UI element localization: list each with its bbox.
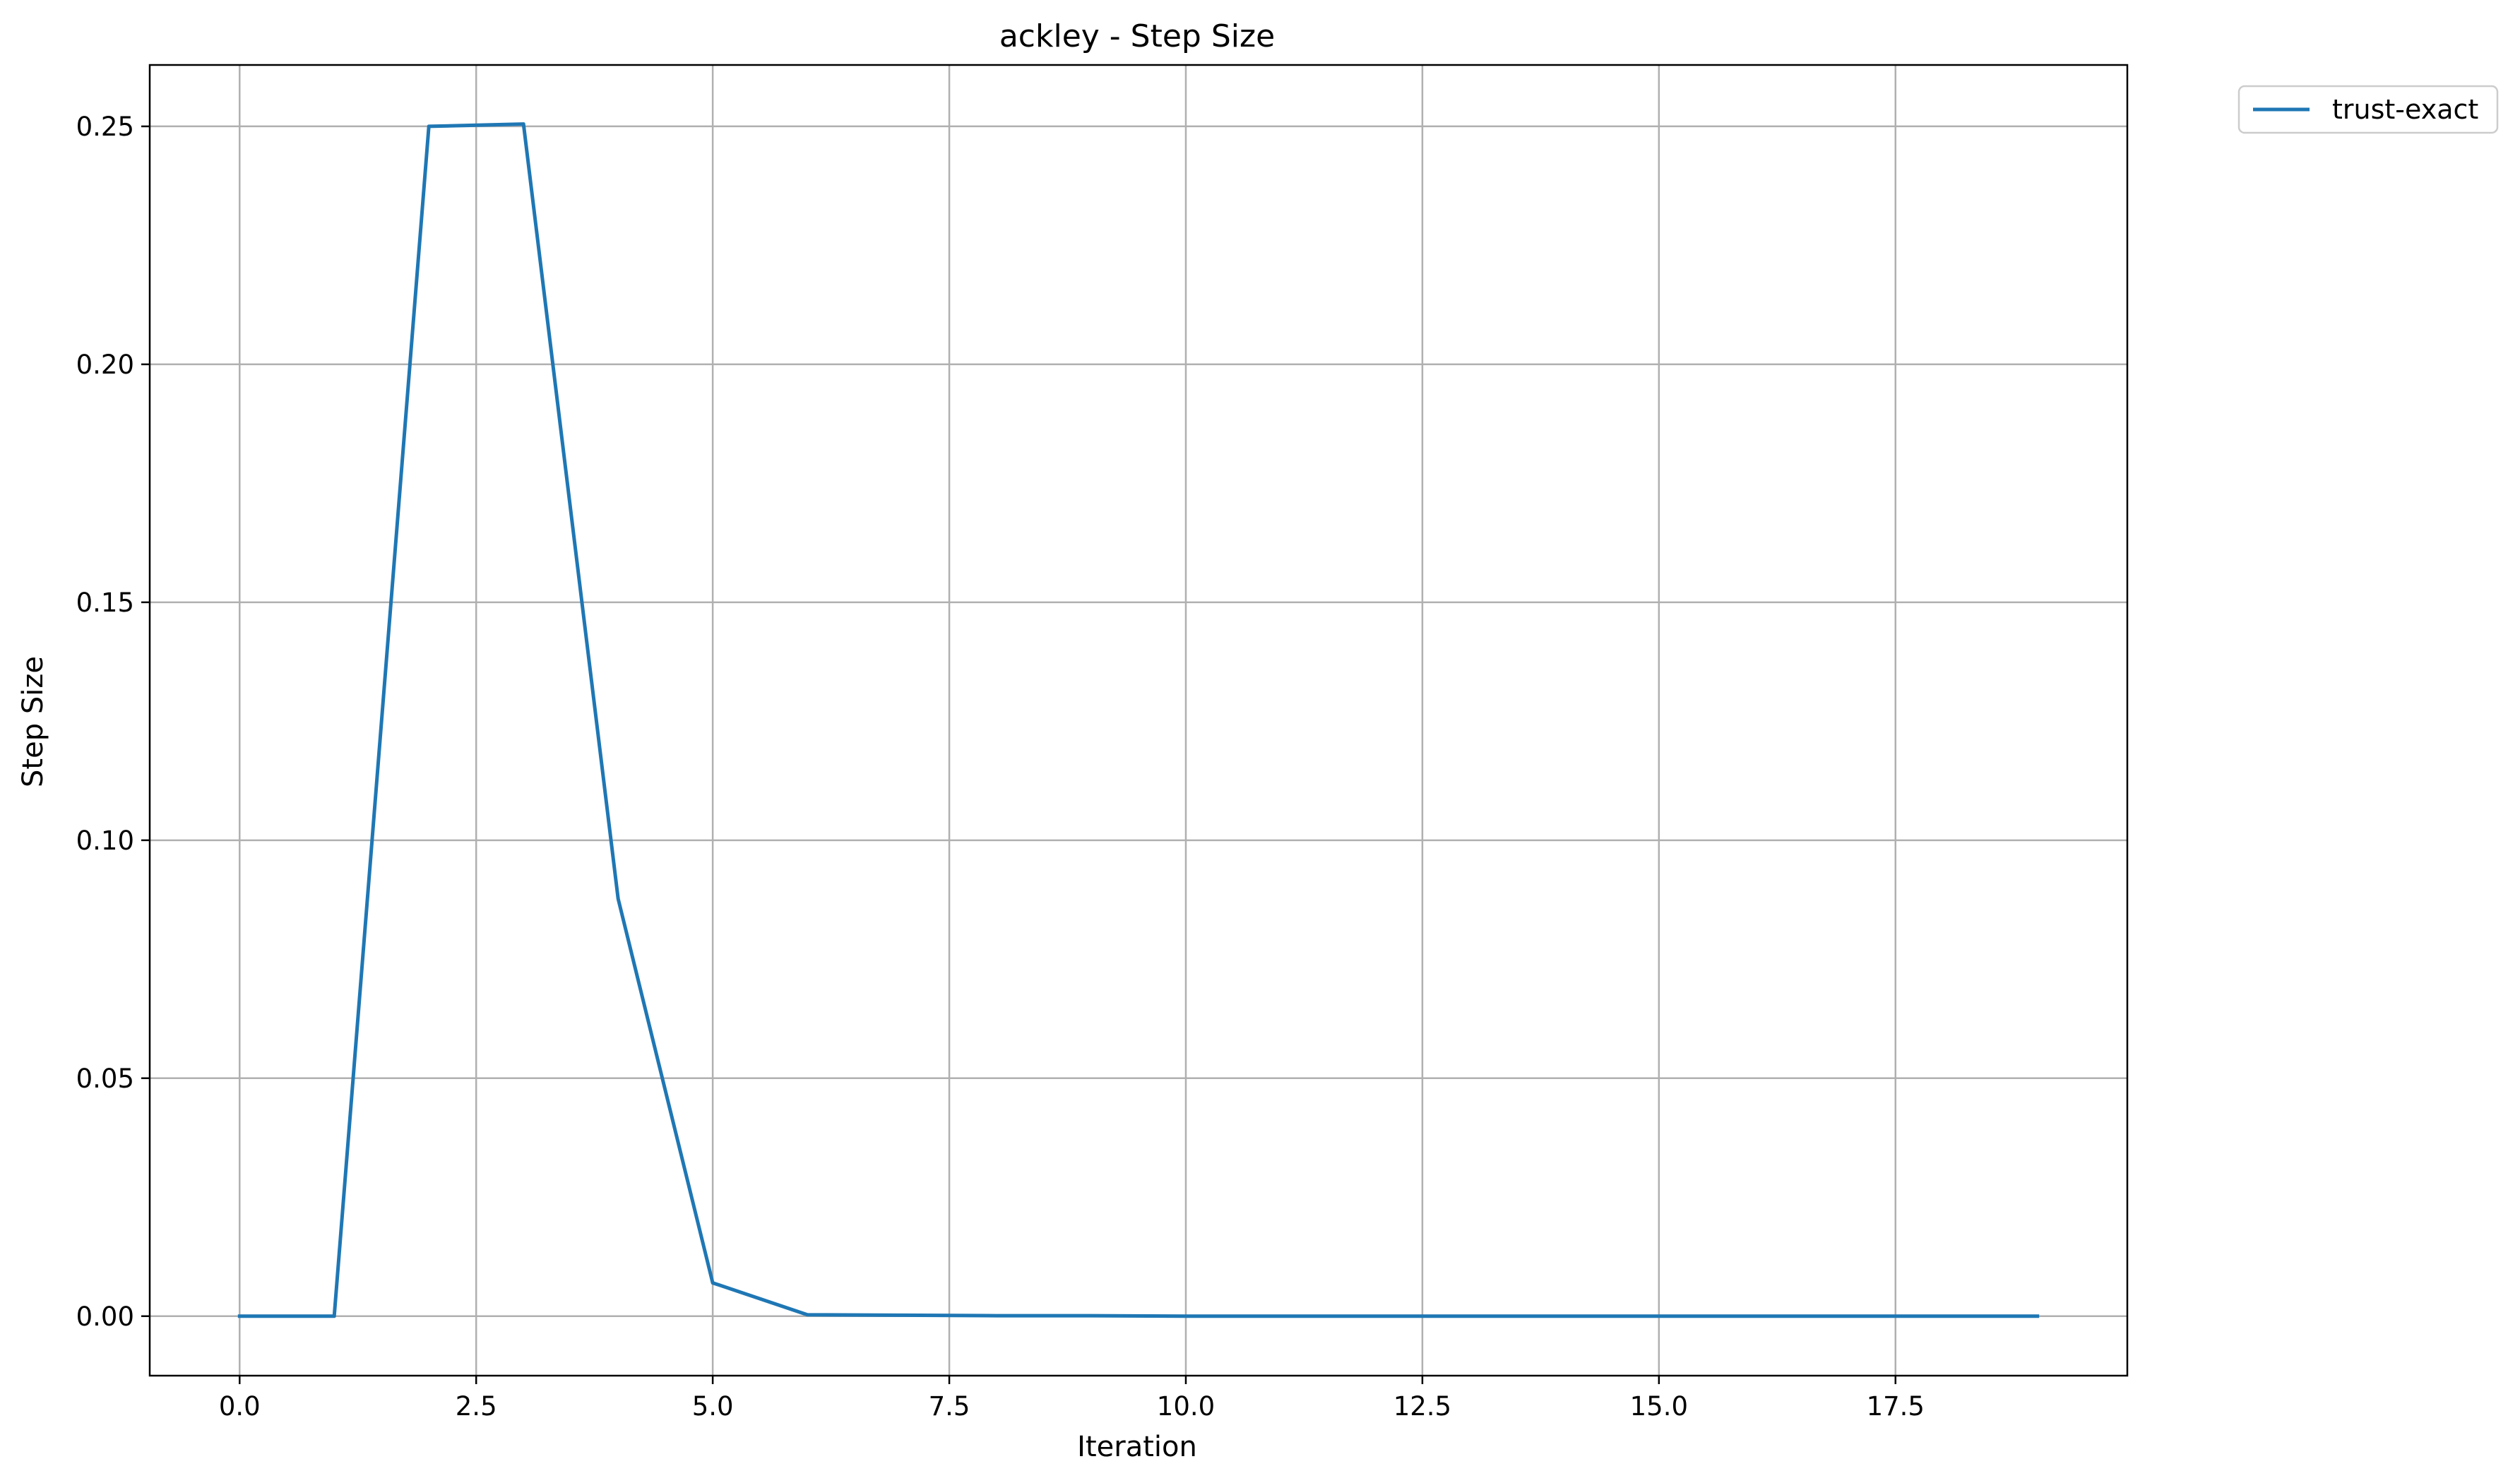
x-tick-label: 5.0	[692, 1391, 734, 1422]
x-tick-label: 15.0	[1630, 1391, 1688, 1422]
x-tick-label: 7.5	[929, 1391, 970, 1422]
x-tick-label: 17.5	[1867, 1391, 1925, 1422]
y-axis-ticks: 0.00 0.05 0.10 0.15 0.20 0.25	[76, 112, 150, 1332]
legend-label-trust-exact: trust-exact	[2332, 94, 2478, 125]
x-tick-label: 12.5	[1393, 1391, 1451, 1422]
legend: trust-exact	[2237, 85, 2499, 134]
plot-area-frame	[148, 64, 2129, 1377]
x-tick-label: 10.0	[1157, 1391, 1215, 1422]
series-line-trust-exact	[237, 122, 2040, 1318]
chart-title: ackley - Step Size	[999, 18, 1275, 54]
y-tick-label: 0.25	[76, 112, 134, 142]
y-tick-label: 0.05	[76, 1064, 134, 1094]
grid-lines	[150, 65, 2127, 1376]
y-axis-label: Step Size	[17, 656, 49, 787]
legend-box	[2237, 85, 2499, 134]
y-tick-label: 0.15	[76, 588, 134, 618]
x-axis-ticks: 0.0 2.5 5.0 7.5 10.0 12.5 15.0 17.5	[219, 1376, 1925, 1422]
y-tick-label: 0.10	[76, 826, 134, 856]
x-tick-label: 2.5	[456, 1391, 497, 1422]
x-axis-label: Iteration	[1077, 1431, 1197, 1463]
y-tick-label: 0.20	[76, 350, 134, 380]
x-tick-label: 0.0	[219, 1391, 261, 1422]
y-tick-label: 0.00	[76, 1302, 134, 1332]
series-layer	[237, 122, 2040, 1318]
